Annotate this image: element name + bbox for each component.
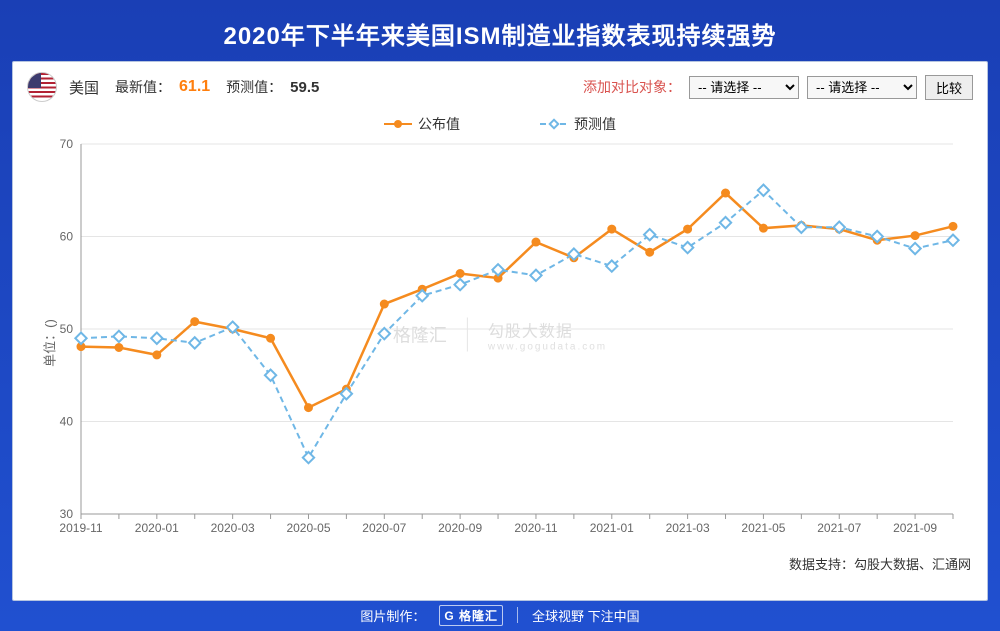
svg-text:30: 30 <box>60 507 74 521</box>
compare-select-2[interactable]: -- 请选择 -- <box>807 76 917 99</box>
svg-text:40: 40 <box>60 415 74 429</box>
legend-item-actual: 公布值 <box>384 114 460 134</box>
footer-label: 图片制作： <box>360 606 425 625</box>
svg-text:2021-05: 2021-05 <box>741 521 785 535</box>
chart-area: 单位：() 格隆汇 勾股大数据 www.gogudata.com 3040506… <box>13 138 987 548</box>
legend-item-forecast: 预测值 <box>540 114 616 134</box>
forecast-label: 预测值： <box>226 77 282 97</box>
svg-text:2020-09: 2020-09 <box>438 521 482 535</box>
chart-card: 美国 最新值： 61.1 预测值： 59.5 添加对比对象： -- 请选择 --… <box>12 61 988 601</box>
line-chart: 30 40 50 60 70 2019-11 2020-01 2020-03 2020-05 20… <box>27 138 967 548</box>
latest-value: 61.1 <box>179 78 210 96</box>
data-source: 数据支持：勾股大数据、汇通网 <box>13 548 987 581</box>
y-axis-label: 单位：() <box>39 319 58 367</box>
latest-label: 最新值： <box>115 77 171 97</box>
svg-text:2021-07: 2021-07 <box>817 521 861 535</box>
info-row: 美国 最新值： 61.1 预测值： 59.5 添加对比对象： -- 请选择 --… <box>13 62 987 108</box>
footer-logo-icon: G 格隆汇 <box>439 605 503 626</box>
svg-text:2021-01: 2021-01 <box>590 521 634 535</box>
svg-text:2020-07: 2020-07 <box>362 521 406 535</box>
footer: 图片制作： G 格隆汇 全球视野 下注中国 <box>0 599 1000 631</box>
legend-forecast-label: 预测值 <box>574 114 616 134</box>
svg-text:50: 50 <box>60 322 74 336</box>
usa-flag-icon <box>27 72 57 102</box>
svg-text:2020-03: 2020-03 <box>211 521 255 535</box>
svg-text:2019-11: 2019-11 <box>59 521 102 535</box>
compare-label: 添加对比对象： <box>583 77 681 97</box>
forecast-value: 59.5 <box>290 79 319 96</box>
svg-text:2020-05: 2020-05 <box>286 521 330 535</box>
compare-select-1[interactable]: -- 请选择 -- <box>689 76 799 99</box>
compare-button[interactable]: 比较 <box>925 75 973 100</box>
svg-text:2021-03: 2021-03 <box>666 521 710 535</box>
svg-text:2020-11: 2020-11 <box>514 521 557 535</box>
outer-frame: 2020年下半年来美国ISM制造业指数表现持续强势 美国 最新值： 61.1 预… <box>0 0 1000 631</box>
legend-actual-label: 公布值 <box>418 114 460 134</box>
svg-text:70: 70 <box>60 138 74 151</box>
footer-tagline: 全球视野 下注中国 <box>532 606 640 625</box>
svg-text:2020-01: 2020-01 <box>135 521 179 535</box>
svg-text:2021-09: 2021-09 <box>893 521 937 535</box>
chart-title: 2020年下半年来美国ISM制造业指数表现持续强势 <box>12 12 988 61</box>
country-name: 美国 <box>69 77 99 98</box>
svg-text:60: 60 <box>60 230 74 244</box>
legend: 公布值 预测值 <box>13 108 987 138</box>
